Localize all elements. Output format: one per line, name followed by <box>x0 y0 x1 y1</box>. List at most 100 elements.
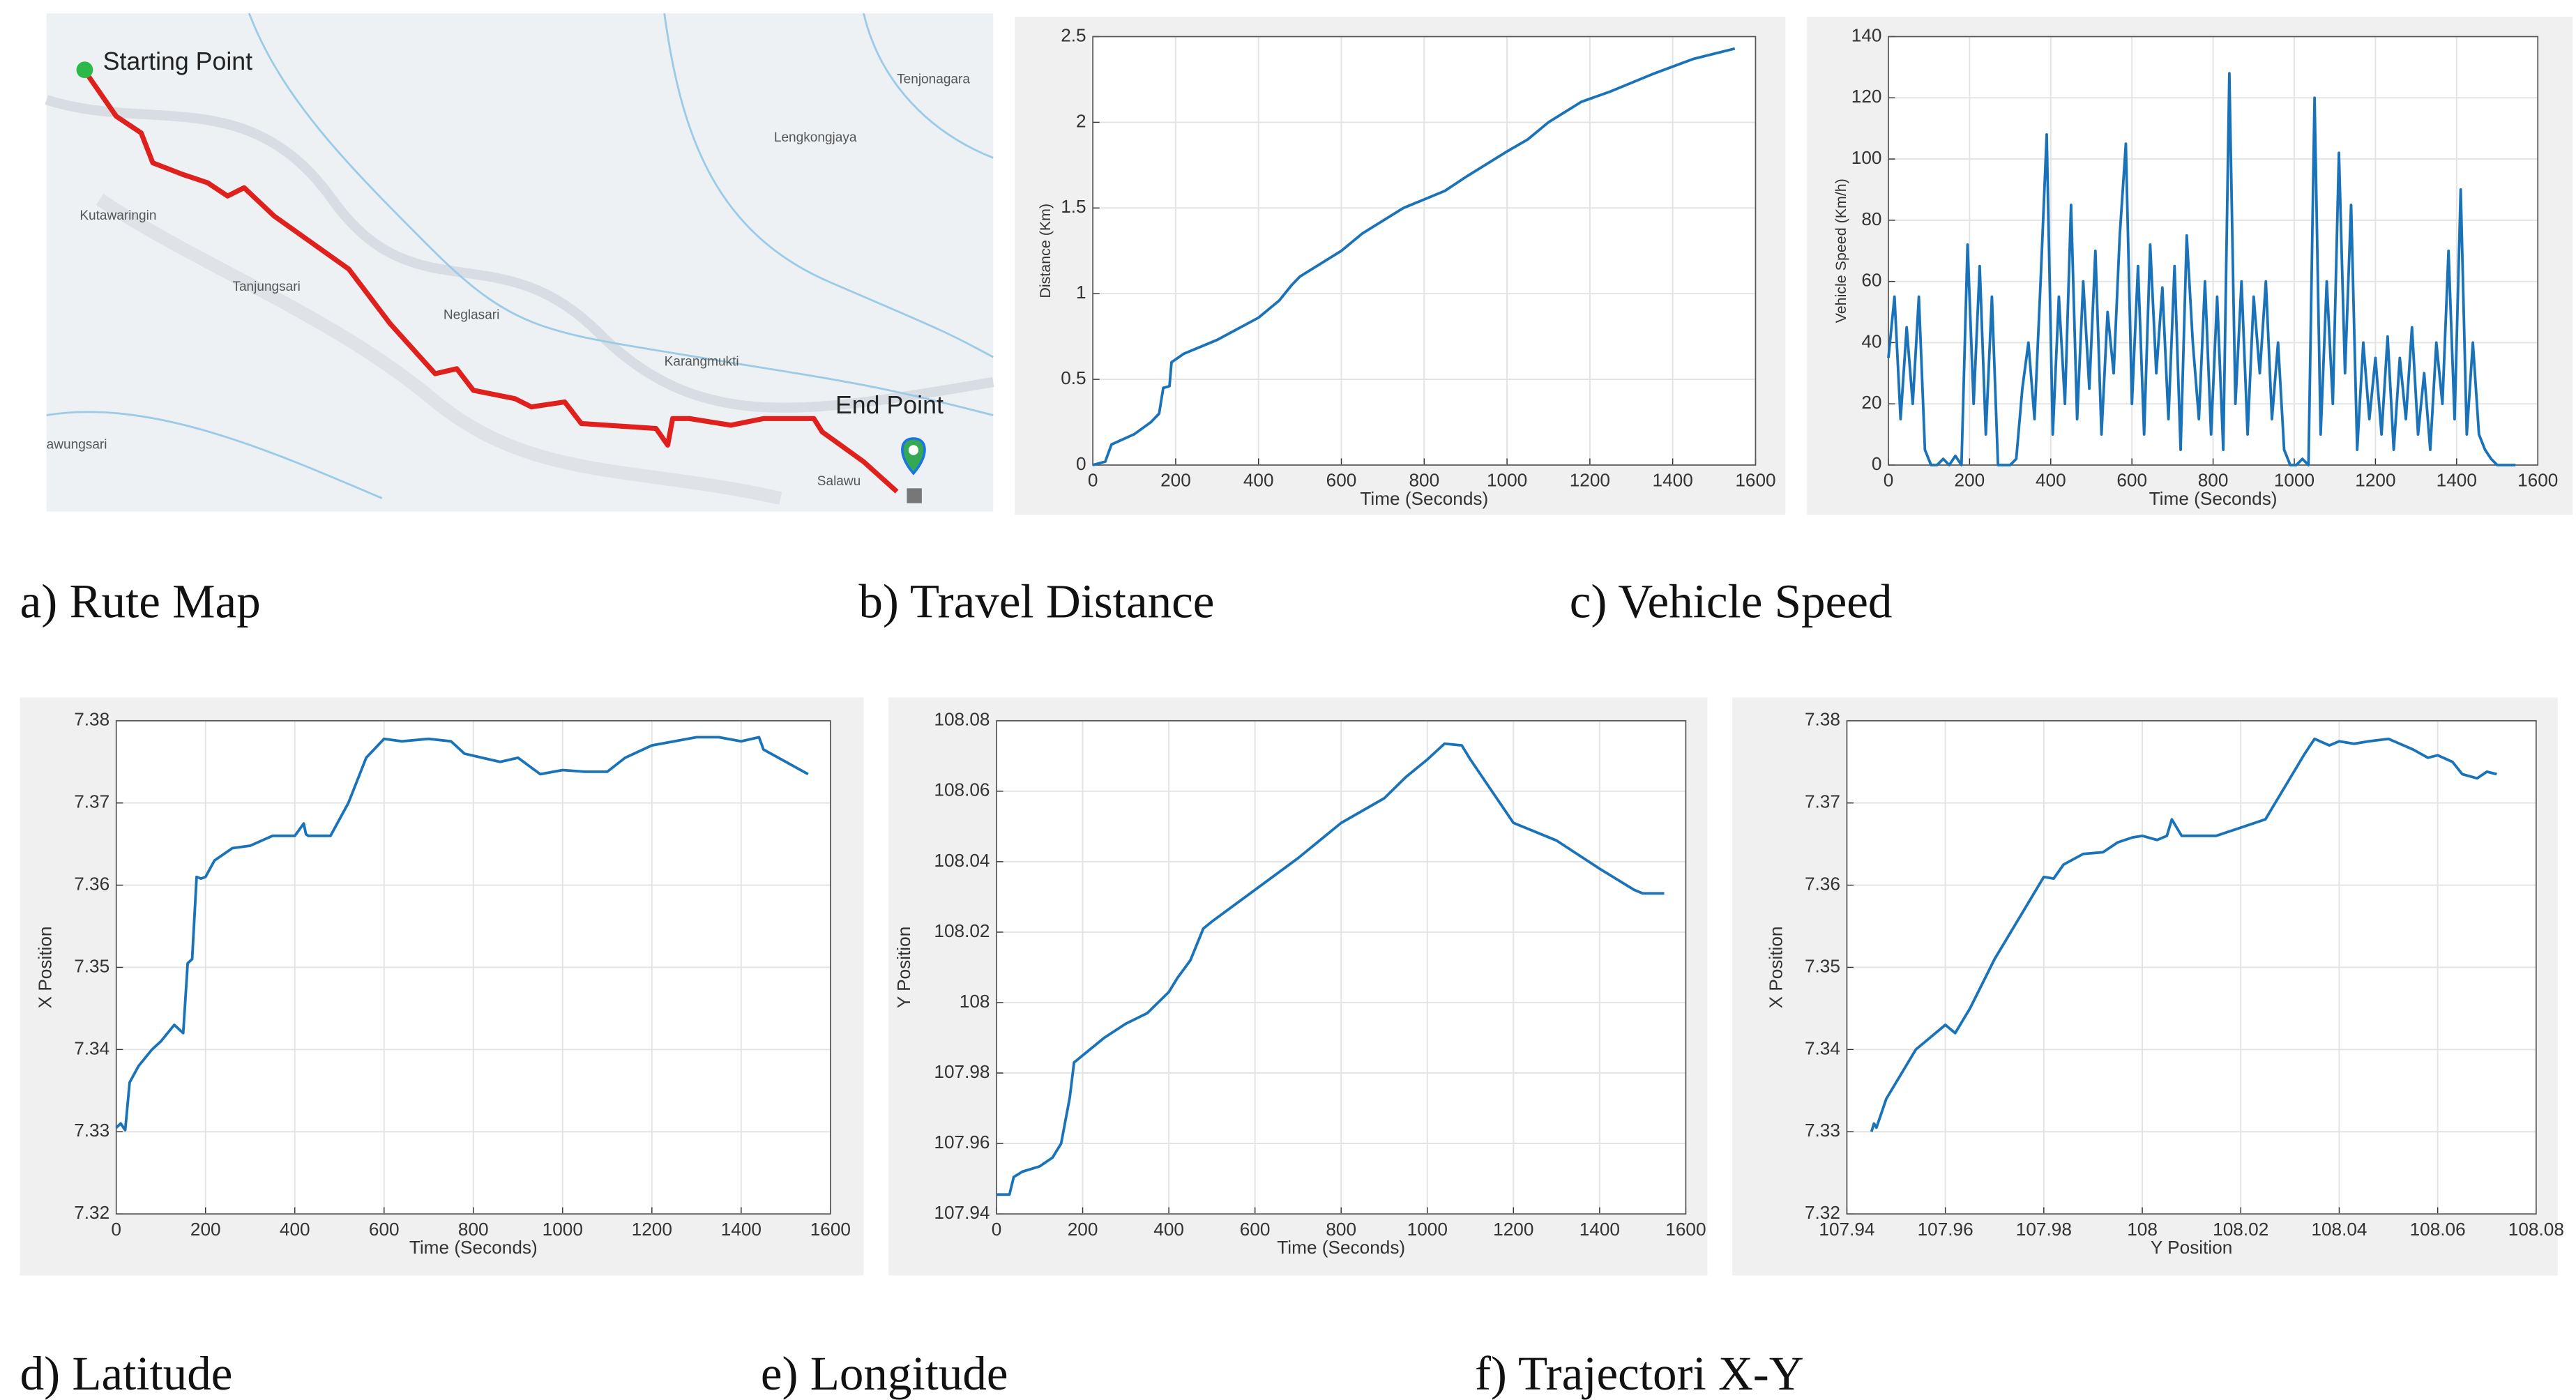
x-tick-label: 400 <box>280 1219 310 1240</box>
x-tick-label: 107.98 <box>2016 1219 2072 1240</box>
y-tick-label: 60 <box>1861 270 1881 291</box>
map-label: End Point <box>835 391 944 419</box>
y-tick-label: 108 <box>960 991 990 1012</box>
data-line <box>115 736 809 1132</box>
map-background <box>46 13 994 512</box>
x-tick-label: 200 <box>1955 470 1985 491</box>
y-tick-label: 7.38 <box>74 709 109 730</box>
map-label: Lengkongjaya <box>774 130 857 145</box>
map-terrain <box>45 95 994 413</box>
map-label: Starting Point <box>103 47 253 75</box>
y-tick-label: 108.04 <box>934 850 990 871</box>
map-river <box>663 13 994 358</box>
x-tick-label: 1200 <box>2355 470 2395 491</box>
route-line <box>84 71 899 494</box>
x-tick-label: 107.96 <box>1918 1219 1973 1240</box>
x-axis-label: Time (Seconds) <box>1360 488 1488 509</box>
y-axis-label: X Position <box>1765 926 1786 1008</box>
y-tick-label: 7.34 <box>1805 1037 1840 1058</box>
map-river <box>46 411 383 499</box>
chart-panel: 0 200 400 600 800 1000 1200 1400 1600 7.32 7.33 7.3… <box>20 697 864 1276</box>
y-tick-label: 1.5 <box>1061 196 1086 217</box>
y-tick-label: 108.02 <box>934 920 990 941</box>
y-tick-label: 7.32 <box>74 1202 109 1223</box>
x-tick-label: 600 <box>1326 470 1357 491</box>
x-tick-label: 108.08 <box>2508 1219 2564 1240</box>
x-tick-label: 800 <box>2198 470 2229 491</box>
y-tick-label: 100 <box>1851 147 1882 168</box>
plot-frame <box>1888 36 2539 466</box>
y-tick-label: 7.33 <box>74 1120 109 1141</box>
caption: a) Rute Map <box>20 574 261 627</box>
x-tick-label: 108 <box>2127 1219 2158 1240</box>
y-tick-label: 7.32 <box>1805 1202 1840 1223</box>
x-tick-label: 107.94 <box>1819 1219 1874 1240</box>
x-axis-label: Y Position <box>2151 1237 2232 1258</box>
x-tick-label: 1600 <box>810 1219 851 1240</box>
x-tick-label: 1200 <box>632 1219 672 1240</box>
y-tick-label: 2 <box>1076 110 1086 131</box>
x-tick-label: 200 <box>1068 1219 1098 1240</box>
y-tick-label: 107.96 <box>934 1132 990 1152</box>
x-tick-label: 200 <box>190 1219 221 1240</box>
x-tick-label: 108.02 <box>2213 1219 2268 1240</box>
y-tick-label: 40 <box>1861 330 1881 351</box>
y-tick-label: 20 <box>1861 392 1881 413</box>
y-tick-label: 120 <box>1851 86 1882 107</box>
x-tick-label: 1600 <box>1665 1219 1706 1240</box>
map-label: Karangmukti <box>665 354 739 369</box>
y-tick-label: 7.36 <box>1805 873 1840 894</box>
x-tick-label: 800 <box>1409 470 1439 491</box>
x-tick-label: 1600 <box>1735 470 1775 491</box>
chart-panel: 107.94 107.96 107.98 108 108.02 108.04 108.06 1… <box>1732 697 2564 1276</box>
y-tick-label: 7.36 <box>74 873 109 894</box>
caption: b) Travel Distance <box>858 574 1214 627</box>
y-tick-label: 0 <box>1076 453 1086 474</box>
map-label: Tenjonagara <box>897 72 970 86</box>
map-terrain <box>96 193 782 505</box>
x-axis-label: Time (Seconds) <box>409 1237 538 1258</box>
y-axis-label: X Position <box>35 926 56 1008</box>
plot-frame <box>115 720 831 1215</box>
x-axis-label: Time (Seconds) <box>1277 1237 1405 1258</box>
y-tick-label: 107.98 <box>934 1061 990 1082</box>
x-tick-label: 1400 <box>1579 1219 1620 1240</box>
y-tick-label: 0.5 <box>1061 367 1086 388</box>
x-tick-label: 600 <box>1240 1219 1271 1240</box>
chart-panel: 0 200 400 600 800 1000 1200 1400 1600 0 0.5 1 1.5 2 2.… <box>1015 16 1786 515</box>
plot-frame <box>996 720 1687 1215</box>
data-line <box>997 742 1665 1196</box>
map-label: Tanjungsari <box>232 280 300 294</box>
x-tick-label: 200 <box>1160 470 1191 491</box>
x-tick-label: 1200 <box>1570 470 1610 491</box>
y-tick-label: 0 <box>1872 453 1882 474</box>
x-tick-label: 1400 <box>1653 470 1693 491</box>
caption: f) Trajectori X-Y <box>1475 1346 1804 1400</box>
y-tick-label: 7.35 <box>74 955 109 976</box>
data-line <box>1092 47 1736 466</box>
plot-frame <box>1846 720 2537 1215</box>
y-tick-label: 7.37 <box>1805 791 1840 812</box>
x-axis-label: Time (Seconds) <box>2149 488 2278 509</box>
y-tick-label: 1 <box>1076 282 1086 303</box>
y-axis-label: Distance (Km) <box>1037 204 1054 298</box>
finish-flag <box>907 488 922 503</box>
x-tick-label: 1400 <box>721 1219 762 1240</box>
map-river <box>248 13 994 416</box>
y-tick-label: 107.94 <box>934 1202 990 1223</box>
y-axis-label: Vehicle Speed (Km/h) <box>1833 178 1849 323</box>
y-tick-label: 7.33 <box>1805 1120 1840 1141</box>
x-tick-label: 0 <box>992 1219 1002 1240</box>
y-tick-label: 140 <box>1851 24 1882 45</box>
x-tick-label: 1000 <box>2274 470 2314 491</box>
x-tick-label: 0 <box>1088 470 1098 491</box>
x-tick-label: 800 <box>1326 1219 1356 1240</box>
y-tick-label: 80 <box>1861 208 1881 229</box>
x-tick-label: 1000 <box>1487 470 1527 491</box>
map-river <box>863 13 994 159</box>
x-tick-label: 400 <box>1243 470 1274 491</box>
chart-panel: 0 200 400 600 800 1000 1200 1400 1600 0 20 40 60 80 10… <box>1807 16 2573 515</box>
y-tick-label: 7.34 <box>74 1037 109 1058</box>
x-tick-label: 600 <box>369 1219 400 1240</box>
